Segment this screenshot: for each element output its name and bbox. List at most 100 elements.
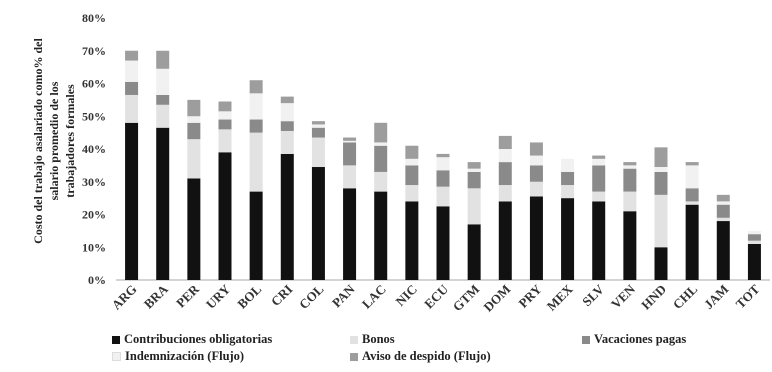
bar-segment — [343, 137, 357, 141]
x-tick-label: PER — [173, 281, 202, 310]
bar-segment — [125, 60, 139, 82]
bar-segment — [311, 121, 325, 125]
bar-segment — [249, 132, 263, 192]
bar-segment — [498, 135, 512, 149]
bar-segment — [623, 165, 637, 169]
bar-segment — [529, 181, 543, 197]
bar-segment — [716, 194, 730, 202]
bar-segment — [249, 119, 263, 133]
y-axis-label-line-3: trabajadores formales — [63, 84, 77, 198]
bar-segment — [561, 198, 575, 280]
bar-segment — [343, 140, 357, 143]
legend-label-aviso: Aviso de despido (Flujo) — [362, 349, 491, 363]
x-tick-label: GTM — [450, 282, 483, 315]
bar-segment — [654, 171, 668, 195]
y-tick-label: 70% — [82, 44, 106, 58]
bar-segment — [405, 201, 419, 280]
bar-segment — [685, 165, 699, 189]
bar-segment — [187, 116, 201, 123]
x-tick-label: HND — [638, 282, 669, 313]
bar-segment — [436, 157, 450, 171]
y-tick-label: 50% — [82, 109, 106, 123]
bar-segment — [187, 122, 201, 140]
bar-segment — [623, 211, 637, 280]
bar-segment — [747, 243, 761, 280]
bar-segment — [125, 122, 139, 280]
legend-swatch-bonos — [350, 335, 358, 344]
x-tick-label: CHL — [670, 281, 701, 312]
x-tick-label: DOM — [480, 282, 513, 315]
y-tick-label: 80% — [82, 11, 106, 25]
bar-segment — [156, 68, 170, 95]
bar-segment — [156, 127, 170, 281]
bar-segment — [280, 96, 294, 104]
x-tick-label: COL — [296, 281, 327, 312]
bar-segment — [623, 168, 637, 192]
y-tick-label: 10% — [82, 240, 106, 254]
x-tick-label: CRI — [268, 282, 295, 309]
bar-segment — [280, 130, 294, 154]
bar-segment — [218, 101, 232, 112]
legend-item-bonos: Bonos — [350, 332, 395, 347]
bar-segment — [561, 171, 575, 186]
bar-segment — [405, 158, 419, 166]
bar-segment — [218, 129, 232, 153]
y-axis: 0% 10% 20% 30% 40% 50% 60% 70% 80% — [82, 11, 770, 287]
y-tick-label: 0% — [88, 273, 106, 287]
bar-segment — [716, 204, 730, 218]
bar-segment — [405, 185, 419, 202]
bar-segment — [156, 50, 170, 69]
legend-item-indemnizacion: Indemnización (Flujo) — [112, 349, 244, 364]
legend-swatch-contribuciones — [112, 335, 120, 344]
bar-segment — [311, 137, 325, 168]
bar-segment — [685, 162, 699, 166]
bar-segment — [685, 204, 699, 280]
bar-segment — [187, 178, 201, 280]
bar-segment — [436, 206, 450, 280]
x-tick-label: SLV — [579, 281, 607, 309]
x-tick-label: PAN — [329, 281, 358, 310]
x-tick-label: NIC — [393, 282, 420, 309]
bar-segment — [498, 201, 512, 280]
bar-segment — [374, 145, 388, 172]
bar-segment — [156, 94, 170, 105]
bar-segment — [343, 142, 357, 166]
bar-segment — [747, 240, 761, 244]
bar-segment — [592, 165, 606, 192]
x-tick-label: PRY — [515, 281, 545, 311]
bar-segment — [467, 171, 481, 189]
bar-segment — [623, 191, 637, 212]
legend-item-vacaciones: Vacaciones pagas — [582, 332, 686, 347]
bar-segment — [249, 93, 263, 120]
bar-segment — [218, 152, 232, 280]
bar-segment — [467, 188, 481, 225]
x-tick-label: ARG — [109, 282, 140, 313]
bar-segment — [436, 186, 450, 207]
legend-label-indemnizacion: Indemnización (Flujo) — [125, 349, 245, 363]
bar-segment — [716, 221, 730, 280]
bar-segment — [747, 234, 761, 241]
bar-segment — [374, 171, 388, 192]
x-tick-label: LAC — [359, 282, 389, 312]
bar-segment — [374, 191, 388, 280]
bars-layer — [125, 50, 761, 281]
bar-segment — [529, 165, 543, 182]
y-tick-label: 20% — [82, 208, 106, 222]
bar-segment — [716, 201, 730, 205]
bar-segment — [280, 103, 294, 122]
y-axis-label-line-2: salario promedio de los — [47, 81, 61, 200]
bar-segment — [561, 158, 575, 172]
x-tick-label: VEN — [608, 281, 638, 311]
legend-swatch-indemnizacion — [112, 352, 121, 361]
bar-segment — [280, 121, 294, 131]
bar-segment — [654, 147, 668, 168]
bar-segment — [311, 124, 325, 128]
x-tick-label: JAM — [701, 282, 732, 313]
bar-segment — [467, 168, 481, 172]
legend-label-contribuciones: Contribuciones obligatorias — [124, 332, 273, 346]
bar-segment — [592, 191, 606, 202]
x-tick-label: URY — [203, 281, 234, 312]
bar-segment — [592, 155, 606, 159]
bar-segment — [498, 149, 512, 163]
